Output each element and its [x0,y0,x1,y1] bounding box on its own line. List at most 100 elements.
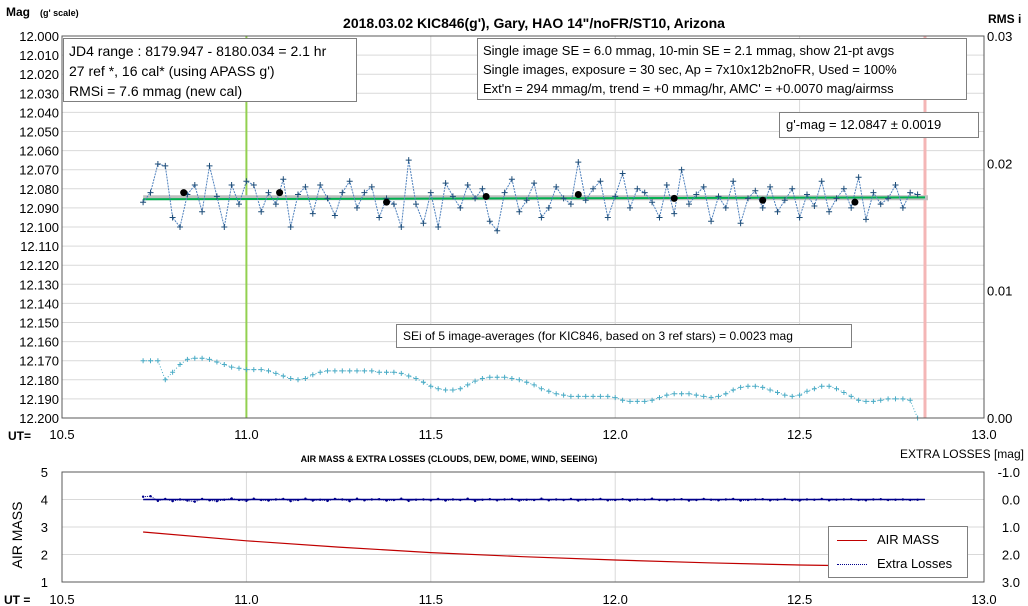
top-rms-mark [811,386,817,392]
top-y-tick-label: 12.060 [19,144,59,159]
top-single-image-mark [154,161,161,167]
top-single-image-mark [213,193,220,200]
top-y-tick-label: 12.040 [19,105,59,120]
top-rms-mark [568,393,574,399]
top-rms-mark [649,397,655,403]
bottom-extra-losses-mark [407,499,410,503]
top-rms-mark [243,367,249,373]
top-trend-line [143,196,925,201]
bottom-extra-losses-mark [348,499,351,503]
top-single-image-mark [848,204,855,211]
top-single-image-mark [811,203,818,209]
top-single-image-mark [545,204,552,211]
top-rms-mark [207,356,212,362]
top-rms-mark [229,364,235,370]
bottom-extra-losses-mark [377,498,381,501]
top-y-tick-label: 12.160 [19,335,59,350]
top-single-image-mark [258,208,265,215]
bottom-extra-losses-mark [717,499,720,502]
bottom-extra-losses-mark [164,497,167,501]
top-single-image-mark [671,210,678,217]
top-single-image-mark [236,201,242,208]
bottom-extra-losses-mark [709,498,713,501]
bottom-extra-losses-mark [370,498,373,501]
bottom-extra-losses-mark [754,498,757,501]
top-rms-mark [170,369,176,375]
bottom-extra-losses-mark [872,498,875,501]
top-rms-mark [273,370,279,376]
top-plot-border [61,35,985,419]
bottom-extra-losses-mark [525,498,528,501]
top-single-image-mark [302,183,309,190]
top-single-image-mark [818,178,825,185]
legend-item-airmass: AIR MASS [837,532,939,547]
top-rms-mark [413,376,419,381]
top-xlabel: UT= [8,429,31,443]
bottom-x-tick-label: 10.5 [49,592,74,606]
top-rms-mark [878,397,884,403]
top-rms-mark [826,383,832,389]
top-rms-mark [465,382,471,388]
top-single-image-mark [899,204,906,211]
bottom-extra-losses-mark [245,499,248,503]
top-rms-mark [398,370,404,376]
bottom-extra-losses-mark [156,499,160,503]
bottom-plot-border [61,471,985,583]
bottom-extra-losses-mark [473,499,477,503]
bottom-extra-losses-mark [304,497,307,500]
bottom-extra-losses-mark [540,497,543,500]
bottom-extra-losses-mark [813,498,816,501]
top-y-tick-label: 12.030 [19,86,59,101]
bottom-extra-losses-mark [436,497,440,501]
top-single-image-mark [730,178,737,185]
top-single-image-mark [686,201,692,208]
top-rms-mark [693,392,699,398]
top-y-tick-label: 12.170 [19,354,59,369]
top-single-image-mark [759,204,766,211]
bottom-extra-losses-mark [805,498,809,501]
top-rms-mark [192,355,198,361]
top-rms-mark [708,395,714,401]
top-rms-mark [605,393,611,399]
top-single-image-mark [435,224,442,230]
top-rms-mark [834,386,839,392]
legend: AIR MASS Extra Losses [828,526,968,578]
bottom-extra-losses-mark [628,499,632,502]
top-rms-mark [361,368,367,374]
bottom-extra-losses-mark [186,499,189,502]
bottom-y2-tick-label: 1.0 [1002,520,1020,535]
bottom-extra-losses-mark [289,499,292,503]
top-single-image-mark [914,191,921,198]
legend-extra-losses-label: Extra Losses [877,556,953,571]
top-average-dot [383,198,391,206]
info-line-exposure: Single images, exposure = 30 sec, Ap = 7… [483,62,897,77]
bottom-extra-losses-mark [776,498,779,501]
top-single-image-mark [354,204,360,211]
top-rms-mark [280,373,286,379]
top-single-image-mark [177,224,183,230]
top-rms-mark [325,368,330,374]
bottom-y2-tick-label: 2.0 [1002,548,1020,563]
top-ylabel: Mag [6,5,30,19]
top-single-image-mark [590,185,597,192]
bottom-extra-losses-mark [864,499,868,502]
top-single-image-mark [826,208,833,215]
top-single-image-mark [641,189,648,196]
bottom-extra-losses-mark [230,497,233,500]
top-single-image-mark [464,182,471,188]
top-single-image-mark [413,201,419,208]
bottom-extra-losses-mark [355,497,359,500]
top-rms-mark [472,378,478,384]
top-single-image-mark [781,197,788,204]
top-rms-mark [443,387,449,393]
bottom-extra-losses-mark [658,498,661,502]
info-line-extinction: Ext'n = 294 mmag/m, trend = +0 mmag/hr, … [483,81,894,96]
bottom-extra-losses-mark [791,498,794,502]
top-single-image-mark [427,189,434,196]
top-y-tick-label: 12.110 [20,239,59,254]
top-single-image-mark [228,182,235,188]
bottom-extra-losses-mark [636,498,639,501]
bottom-y2-tick-label: 3.0 [1002,575,1020,590]
top-rms-mark [767,387,773,393]
bottom-extra-losses-mark [827,499,831,502]
